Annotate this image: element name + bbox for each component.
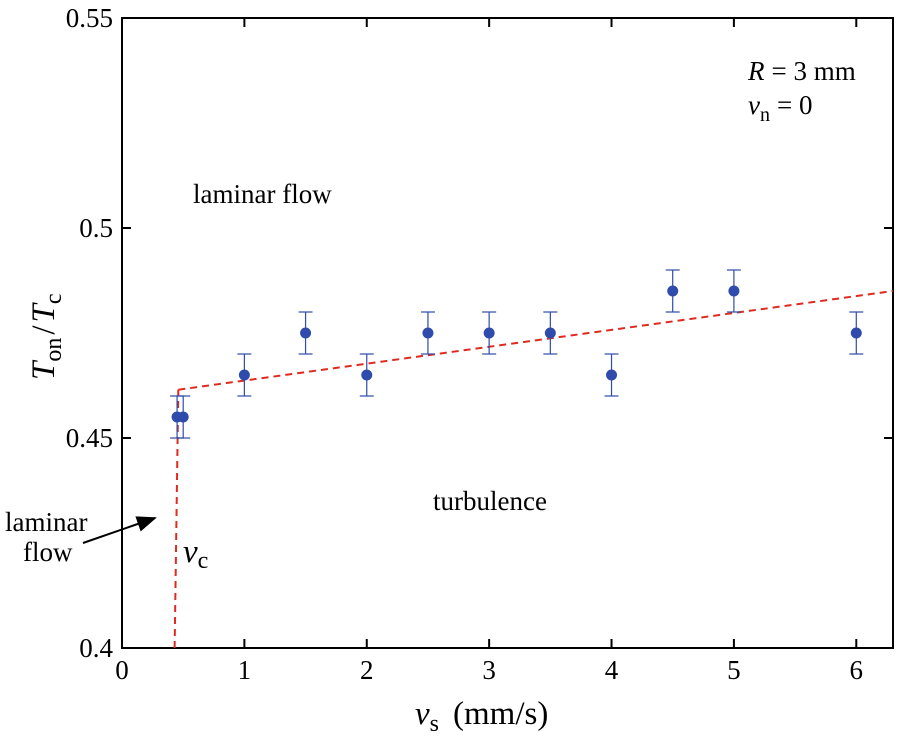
data-point [667,285,679,297]
y-tick-label: 0.4 [79,633,113,663]
data-point [361,369,373,381]
arrow-pointer-icon [82,516,157,544]
data-points [170,269,864,439]
data-point [483,327,495,339]
y-tick-label: 0.45 [66,423,113,453]
outside-label-line1: laminar [5,507,87,537]
region-label-turbulence: turbulence [433,486,547,516]
x-tick-label: 3 [482,655,496,685]
critical-velocity-label: vc [183,534,208,574]
data-point [850,327,862,339]
x-tick-label: 0 [115,655,129,685]
data-point [238,369,250,381]
boundary-lines [173,290,894,649]
data-point [177,411,189,423]
x-tick-label: 4 [605,655,619,685]
axes: 0 1 2 3 4 5 6 0.4 0.45 0.5 0.55 [66,3,894,685]
data-point [422,327,434,339]
data-point [606,369,618,381]
plot-frame [121,17,894,649]
x-tick-label: 1 [238,655,252,685]
x-tick-label: 5 [727,655,741,685]
data-point [544,327,556,339]
data-point [728,285,740,297]
x-axis-title: vs (mm/s) [415,696,548,737]
y-tick-label: 0.5 [79,213,113,243]
data-point [300,327,312,339]
y-axis-title: Ton/Tc [26,293,67,380]
y-tick-label: 0.55 [66,3,113,33]
param-r: R = 3 mm [747,56,856,86]
critical-velocity-line [173,389,180,649]
param-vn: vn = 0 [748,90,812,126]
x-tick-label: 6 [850,655,864,685]
outside-label-line2: flow [23,537,73,567]
x-tick-label: 2 [360,655,374,685]
region-label-laminar: laminar flow [193,179,332,209]
transition-boundary-line [178,290,894,391]
